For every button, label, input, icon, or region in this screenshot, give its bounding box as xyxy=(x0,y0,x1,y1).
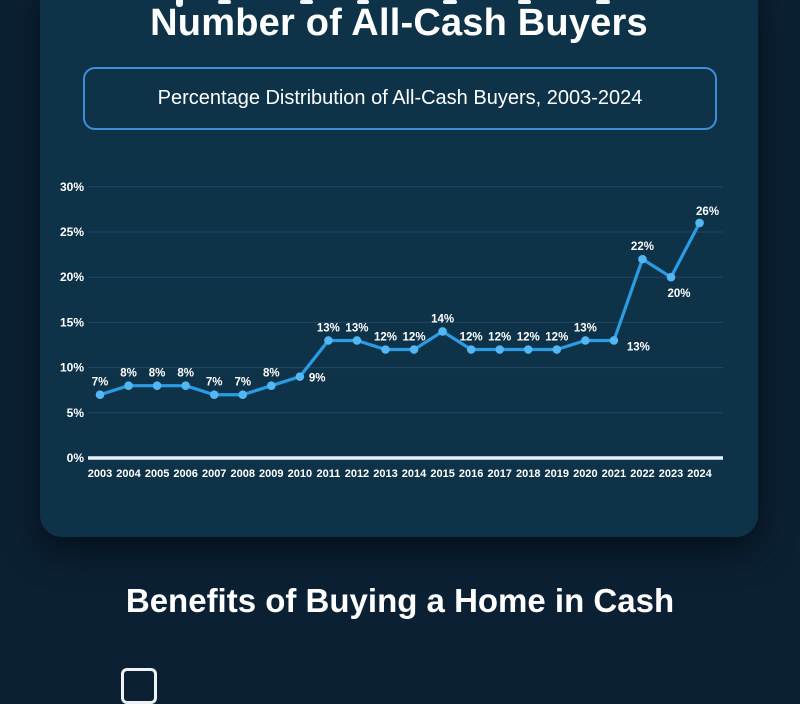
svg-text:2013: 2013 xyxy=(373,468,397,480)
svg-text:2024: 2024 xyxy=(687,468,712,480)
svg-text:22%: 22% xyxy=(631,241,654,253)
svg-text:2020: 2020 xyxy=(573,468,597,480)
svg-text:13%: 13% xyxy=(345,322,368,334)
svg-text:2015: 2015 xyxy=(430,468,454,480)
svg-text:25%: 25% xyxy=(60,225,84,239)
svg-text:20%: 20% xyxy=(60,270,84,284)
svg-text:2022: 2022 xyxy=(630,468,654,480)
svg-text:2008: 2008 xyxy=(231,468,255,480)
svg-text:8%: 8% xyxy=(149,368,166,380)
clipped-letter-fragment xyxy=(443,0,457,4)
clipped-letter-fragment xyxy=(596,0,610,4)
svg-text:2017: 2017 xyxy=(487,468,511,480)
svg-text:2019: 2019 xyxy=(545,468,569,480)
svg-text:5%: 5% xyxy=(67,406,85,420)
svg-text:15%: 15% xyxy=(60,315,84,329)
svg-text:2004: 2004 xyxy=(116,468,141,480)
clipped-letter-fragment xyxy=(218,0,231,4)
svg-text:30%: 30% xyxy=(60,180,84,194)
svg-text:26%: 26% xyxy=(696,206,719,218)
section-title-benefits: Benefits of Buying a Home in Cash xyxy=(125,582,675,619)
svg-text:2007: 2007 xyxy=(202,468,226,480)
clipped-letter-fragment xyxy=(176,0,183,7)
svg-text:2023: 2023 xyxy=(659,468,683,480)
svg-text:7%: 7% xyxy=(206,377,223,389)
svg-text:8%: 8% xyxy=(120,368,137,380)
chart-subtitle: Percentage Distribution of All-Cash Buye… xyxy=(157,87,643,109)
svg-text:20%: 20% xyxy=(667,288,690,300)
svg-text:12%: 12% xyxy=(460,332,483,344)
svg-text:14%: 14% xyxy=(431,313,454,325)
svg-text:9%: 9% xyxy=(309,373,326,385)
svg-text:13%: 13% xyxy=(574,322,597,334)
svg-text:2012: 2012 xyxy=(345,468,369,480)
svg-text:2018: 2018 xyxy=(516,468,540,480)
svg-text:2016: 2016 xyxy=(459,468,483,480)
svg-text:12%: 12% xyxy=(517,332,540,344)
chart-subtitle-box: Percentage Distribution of All-Cash Buye… xyxy=(83,67,717,130)
svg-text:8%: 8% xyxy=(177,368,194,380)
svg-text:2011: 2011 xyxy=(316,468,340,480)
page-title: Number of All-Cash Buyers xyxy=(150,2,648,44)
svg-text:12%: 12% xyxy=(374,332,397,344)
svg-text:10%: 10% xyxy=(60,361,84,375)
clipped-letter-fragment xyxy=(300,0,313,4)
svg-text:0%: 0% xyxy=(67,451,85,465)
svg-text:13%: 13% xyxy=(317,322,340,334)
benefit-icon-placeholder xyxy=(121,668,157,704)
svg-text:2014: 2014 xyxy=(402,468,427,480)
infographic-page: { "theme": { "page-bg": "#0b2033", "pane… xyxy=(40,0,758,704)
svg-text:2021: 2021 xyxy=(602,468,626,480)
svg-text:2003: 2003 xyxy=(88,468,112,480)
clipped-letter-fragment xyxy=(357,0,369,4)
svg-text:7%: 7% xyxy=(92,377,109,389)
svg-text:2005: 2005 xyxy=(145,468,169,480)
svg-text:12%: 12% xyxy=(488,332,511,344)
svg-text:2010: 2010 xyxy=(288,468,312,480)
svg-text:12%: 12% xyxy=(545,332,568,344)
svg-text:13%: 13% xyxy=(627,341,650,353)
clipped-letter-fragment xyxy=(518,0,531,4)
svg-text:8%: 8% xyxy=(263,368,280,380)
svg-text:7%: 7% xyxy=(234,377,251,389)
line-chart: 0% 5% 10% 15% 20% 25% 30% 2003 2004 2005 2006 2007 2… xyxy=(60,180,723,480)
svg-text:2009: 2009 xyxy=(259,468,283,480)
svg-text:2006: 2006 xyxy=(173,468,197,480)
svg-text:12%: 12% xyxy=(403,332,426,344)
